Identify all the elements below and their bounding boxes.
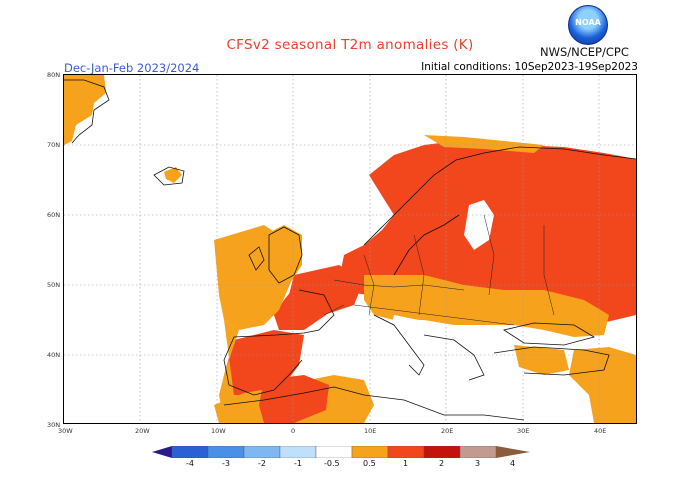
borders bbox=[323, 214, 555, 326]
initial-conditions-label: Initial conditions: 10Sep2023-19Sep2023 bbox=[421, 61, 638, 73]
lat-label: 50N bbox=[47, 281, 61, 289]
legend-swatch bbox=[243, 446, 281, 458]
neutral-areas bbox=[384, 200, 504, 415]
legend-swatch bbox=[279, 446, 317, 458]
legend-label: 0.5 bbox=[363, 459, 376, 468]
lat-label: 30N bbox=[47, 421, 61, 429]
lon-label: 30E bbox=[517, 427, 530, 435]
legend-label: 4 bbox=[510, 459, 516, 468]
lat-label: 80N bbox=[47, 71, 61, 79]
legend-swatch bbox=[496, 446, 530, 458]
map-canvas bbox=[64, 75, 637, 423]
lat-label: 40N bbox=[47, 351, 61, 359]
period-label: Dec-Jan-Feb 2023/2024 bbox=[64, 61, 200, 75]
legend-label: -3 bbox=[222, 459, 230, 468]
legend-swatch bbox=[152, 446, 172, 458]
lon-label: 40E bbox=[594, 427, 607, 435]
lat-label: 60N bbox=[47, 211, 61, 219]
legend-label: -0.5 bbox=[324, 459, 340, 468]
legend-swatch bbox=[207, 446, 245, 458]
legend-swatch bbox=[423, 446, 461, 458]
legend-label: 2 bbox=[439, 459, 445, 468]
legend-swatch bbox=[459, 446, 497, 458]
lon-label: 10W bbox=[211, 427, 226, 435]
anomaly-fill bbox=[64, 75, 636, 423]
noaa-logo: NOAA bbox=[568, 5, 608, 45]
legend-label: 1 bbox=[403, 459, 409, 468]
lon-label: 10E bbox=[364, 427, 377, 435]
legend-swatch bbox=[171, 446, 209, 458]
legend-label: -1 bbox=[294, 459, 302, 468]
legend-label: -4 bbox=[186, 459, 194, 468]
agency-label: NWS/NCEP/CPC bbox=[540, 45, 629, 59]
gridlines bbox=[64, 75, 636, 423]
legend-swatch bbox=[387, 446, 425, 458]
lon-label: 0 bbox=[291, 427, 296, 435]
lat-label: 70N bbox=[47, 141, 61, 149]
coastlines bbox=[64, 79, 637, 421]
lon-label: 20W bbox=[135, 427, 150, 435]
anomaly-map bbox=[63, 74, 637, 424]
legend-swatch bbox=[315, 446, 353, 458]
legend-label: 3 bbox=[475, 459, 481, 468]
lon-label: 30W bbox=[58, 427, 73, 435]
legend-swatch bbox=[351, 446, 389, 458]
map-title: CFSv2 seasonal T2m anomalies (K) bbox=[226, 37, 474, 53]
lon-label: 20E bbox=[441, 427, 454, 435]
color-legend bbox=[152, 446, 530, 458]
legend-label: -2 bbox=[258, 459, 266, 468]
